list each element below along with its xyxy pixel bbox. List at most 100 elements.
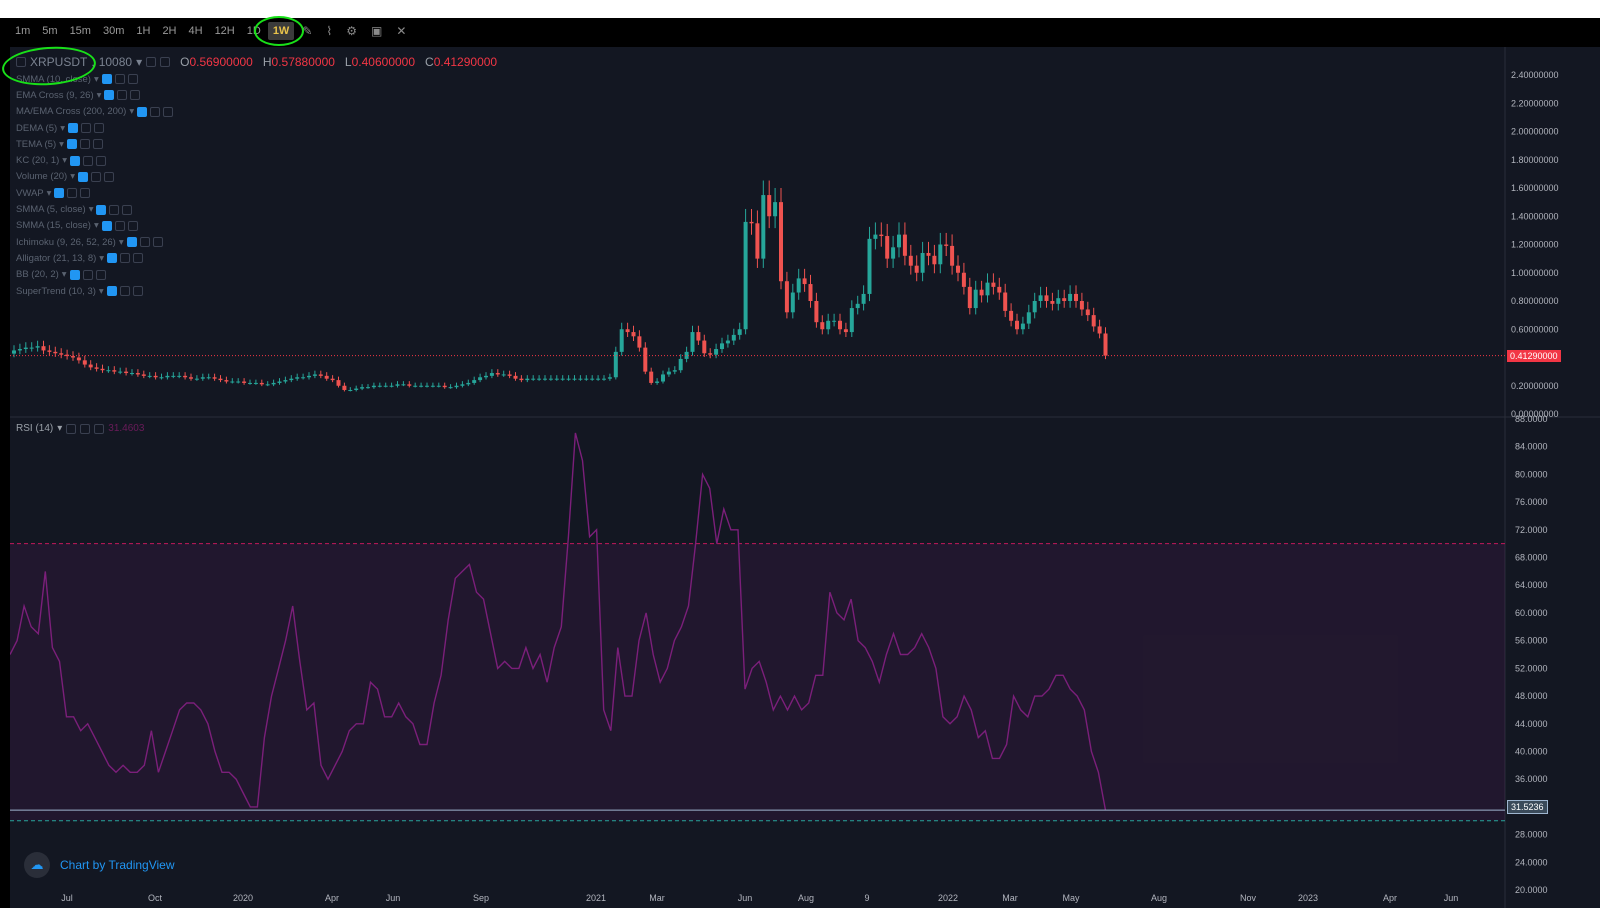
settings-icon[interactable] <box>80 423 91 434</box>
chevron-down-icon[interactable]: ▾ <box>46 187 52 199</box>
eye-icon[interactable] <box>78 171 89 182</box>
close-icon[interactable] <box>104 171 115 182</box>
indicator-row[interactable]: Volume (20) ▾ <box>16 169 497 185</box>
eye-icon[interactable] <box>137 106 148 117</box>
indicator-row[interactable]: SuperTrend (10, 3) ▾ <box>16 283 497 299</box>
close-icon[interactable] <box>132 286 143 296</box>
chart-svg[interactable]: 2.40000000 2.20000000 2.00000000 1.80000000… <box>10 47 1600 908</box>
eye-icon[interactable] <box>66 423 77 434</box>
timeframe-1h[interactable]: 1H <box>136 25 151 37</box>
eye-icon[interactable] <box>101 220 112 231</box>
eye-icon[interactable] <box>106 286 117 296</box>
chevron-down-icon[interactable]: ▾ <box>62 155 68 167</box>
indicator-row[interactable]: BB (20, 2) ▾ <box>16 267 497 283</box>
settings-icon[interactable] <box>80 123 91 134</box>
settings-icon[interactable] <box>83 155 94 166</box>
indicator-row[interactable]: EMA Cross (9, 26) ▾ <box>16 87 497 103</box>
settings-icon[interactable] <box>67 188 78 199</box>
gear-icon[interactable]: ⚙ <box>346 24 357 38</box>
indicator-row[interactable]: KC (20, 1) ▾ <box>16 152 497 168</box>
timeframe-30m[interactable]: 30m <box>102 25 125 37</box>
rsi-name[interactable]: RSI (14) <box>16 423 54 434</box>
settings-icon[interactable] <box>150 106 161 117</box>
eye-icon[interactable] <box>96 204 107 215</box>
settings-icon[interactable] <box>117 90 128 101</box>
close-icon[interactable] <box>92 139 103 150</box>
settings-icon[interactable] <box>120 253 131 264</box>
tradingview-brand[interactable]: ☁ Chart by TradingView <box>24 852 175 878</box>
indicator-row[interactable]: Alligator (21, 13, 8) ▾ <box>16 250 497 266</box>
chevron-down-icon[interactable]: ▾ <box>61 269 67 281</box>
close-icon[interactable] <box>94 423 105 434</box>
symbol-name[interactable]: XRPUSDT <box>30 55 88 69</box>
timeframe-4h[interactable]: 4H <box>188 25 203 37</box>
settings-icon[interactable] <box>114 220 125 231</box>
close-icon[interactable] <box>80 188 91 199</box>
settings-icon[interactable] <box>91 171 102 182</box>
close-icon[interactable] <box>95 269 106 280</box>
eye-icon[interactable] <box>104 90 115 101</box>
eye-icon[interactable] <box>107 253 118 264</box>
eye-icon[interactable] <box>70 155 81 166</box>
chevron-down-icon[interactable]: ▾ <box>96 89 102 101</box>
close-icon[interactable] <box>127 220 138 231</box>
chevron-down-icon[interactable]: ▾ <box>99 252 105 264</box>
settings-icon[interactable] <box>119 286 130 296</box>
close-icon[interactable] <box>122 204 133 215</box>
indicator-row[interactable]: Ichimoku (9, 26, 52, 26) ▾ <box>16 234 497 250</box>
chevron-down-icon[interactable]: ▾ <box>70 171 76 183</box>
close-icon[interactable] <box>163 106 174 117</box>
fullscreen-icon[interactable]: ✕ <box>396 24 407 38</box>
close-icon[interactable] <box>152 237 163 248</box>
eye-icon[interactable] <box>54 188 65 199</box>
collapse-icon[interactable] <box>16 57 26 67</box>
close-icon[interactable] <box>127 74 138 85</box>
close-icon[interactable] <box>160 57 171 67</box>
indicator-row[interactable]: SMMA (15, close) ▾ <box>16 218 497 234</box>
settings-icon[interactable] <box>79 139 90 150</box>
settings-icon[interactable] <box>139 237 150 248</box>
timeframe-2h[interactable]: 2H <box>162 25 177 37</box>
chevron-down-icon[interactable]: ▾ <box>57 423 63 434</box>
chevron-down-icon[interactable]: ▾ <box>118 236 124 248</box>
timeframe-15m[interactable]: 15m <box>69 25 91 37</box>
indicator-row[interactable]: DEMA (5) ▾ <box>16 120 497 136</box>
timeframe-12h[interactable]: 12H <box>214 25 235 37</box>
time-axis-label: Apr <box>325 893 339 903</box>
eye-icon[interactable] <box>101 74 112 85</box>
close-icon[interactable] <box>93 123 104 134</box>
chevron-down-icon[interactable]: ▾ <box>129 106 135 118</box>
timeframe-5m[interactable]: 5m <box>42 25 58 37</box>
indicator-row[interactable]: MA/EMA Cross (200, 200) ▾ <box>16 104 497 120</box>
save-icon[interactable]: ▣ <box>371 24 383 38</box>
settings-icon[interactable] <box>82 269 93 280</box>
chevron-down-icon[interactable]: ▾ <box>136 55 143 69</box>
indicator-row[interactable]: SMMA (10, close) ▾ <box>16 71 497 87</box>
chevron-down-icon[interactable]: ▾ <box>59 138 64 150</box>
candle-body <box>997 286 1002 293</box>
indicator-row[interactable]: SMMA (5, close) ▾ <box>16 201 497 217</box>
eye-icon[interactable] <box>69 269 80 280</box>
chevron-down-icon[interactable]: ▾ <box>98 285 104 297</box>
close-icon[interactable] <box>130 90 141 101</box>
indicator-row[interactable]: TEMA (5) ▾ <box>16 136 497 152</box>
eye-icon[interactable] <box>66 139 77 150</box>
close-icon[interactable] <box>133 253 144 264</box>
chart-line-icon[interactable]: ⌇ <box>326 24 333 38</box>
chevron-down-icon[interactable]: ▾ <box>88 204 94 216</box>
chevron-down-icon[interactable]: ▾ <box>60 122 65 134</box>
candle-body <box>484 375 488 378</box>
chevron-down-icon[interactable]: ▾ <box>93 73 99 85</box>
eye-icon[interactable] <box>67 123 78 134</box>
pencil-icon[interactable]: ✎ <box>302 24 313 38</box>
settings-icon[interactable] <box>114 74 125 85</box>
settings-icon[interactable] <box>146 57 157 67</box>
chevron-down-icon[interactable]: ▾ <box>93 220 99 232</box>
close-icon[interactable] <box>96 155 107 166</box>
indicator-row[interactable]: VWAP ▾ <box>16 185 497 201</box>
chart-area[interactable]: 2.40000000 2.20000000 2.00000000 1.80000000… <box>10 47 1600 908</box>
timeframe-1m[interactable]: 1m <box>15 25 31 37</box>
settings-icon[interactable] <box>109 204 120 215</box>
candle-body <box>507 374 512 376</box>
eye-icon[interactable] <box>126 237 137 248</box>
